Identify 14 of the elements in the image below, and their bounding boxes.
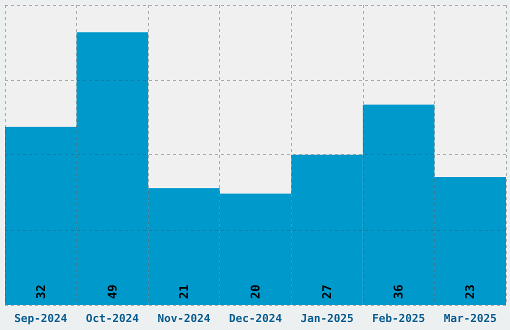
data-label: 36 <box>392 284 406 299</box>
data-label: 21 <box>176 284 191 299</box>
data-label: 20 <box>248 284 262 299</box>
data-label: 32 <box>34 284 48 299</box>
x-tick-label: Dec-2024 <box>229 312 282 325</box>
x-tick-label: Mar-2025 <box>444 312 497 325</box>
data-label: 49 <box>105 284 120 299</box>
x-tick-label: Jan-2025 <box>300 312 354 325</box>
x-tick-label: Oct-2024 <box>86 312 140 325</box>
data-label: 27 <box>320 284 334 299</box>
data-label: 23 <box>463 284 478 299</box>
x-tick-label: Nov-2024 <box>157 312 211 325</box>
x-tick-label: Feb-2025 <box>372 312 426 325</box>
x-tick-label: Sep-2024 <box>14 312 68 325</box>
